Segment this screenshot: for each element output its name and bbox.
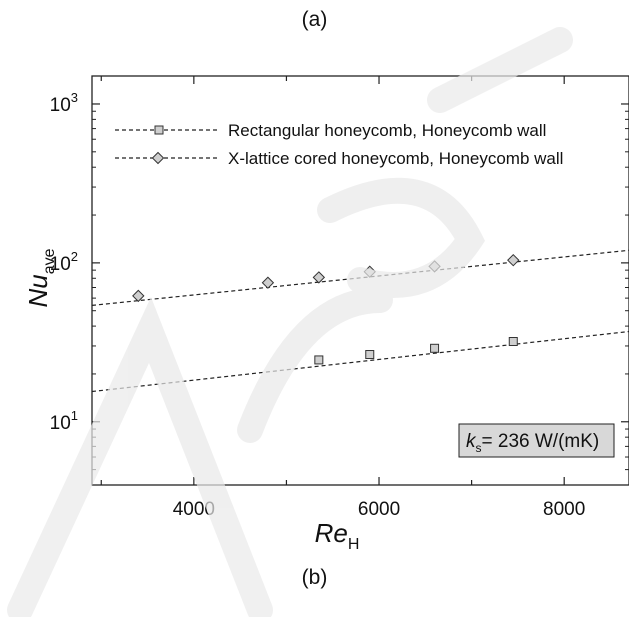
point-series-1-5 bbox=[507, 253, 520, 267]
point-series-1-3 bbox=[363, 265, 376, 278]
legend-label-rect: Rectangular honeycomb, Honeycomb wall bbox=[228, 121, 546, 140]
y-tick-label-100: 102 bbox=[50, 249, 78, 275]
point-series-1-1 bbox=[261, 276, 275, 289]
point-series-0-1 bbox=[365, 350, 375, 360]
legend-marker-diamond bbox=[151, 151, 165, 165]
y-tick-label-1000: 103 bbox=[50, 90, 78, 116]
y-tick-label-10: 101 bbox=[50, 408, 78, 434]
data-markers bbox=[132, 253, 520, 365]
point-series-0-2 bbox=[430, 343, 440, 353]
point-series-1-4 bbox=[428, 260, 441, 273]
fit-lines bbox=[91, 249, 629, 393]
point-series-0-3 bbox=[508, 337, 518, 347]
annotation-box: ks= 236 W/(mK) bbox=[458, 423, 615, 458]
figure-caption-bottom: (b) bbox=[301, 566, 328, 589]
x-tick-label-4000: 4000 bbox=[173, 499, 215, 520]
x-tick-label-6000: 6000 bbox=[358, 499, 400, 520]
legend-marker-square bbox=[154, 125, 164, 135]
legend: Rectangular honeycomb, Honeycomb wall X-… bbox=[115, 121, 563, 168]
annotation-box-frame bbox=[458, 423, 615, 458]
annotation-text: ks= 236 W/(mK) bbox=[466, 431, 599, 455]
legend-label-xlattice: X-lattice cored honeycomb, Honeycomb wal… bbox=[228, 149, 563, 168]
fit-line-series-0 bbox=[91, 330, 629, 393]
x-tick-label-8000: 8000 bbox=[543, 499, 585, 520]
x-axis-title: ReH bbox=[315, 518, 360, 553]
fit-line-series-1 bbox=[91, 249, 629, 306]
y-axis-title: Nuave bbox=[23, 248, 58, 307]
plot-frame bbox=[91, 75, 629, 486]
figure-caption-top: (a) bbox=[301, 8, 328, 31]
point-series-0-0 bbox=[314, 355, 324, 365]
x-tick-labels: 4000 6000 8000 bbox=[173, 499, 586, 520]
